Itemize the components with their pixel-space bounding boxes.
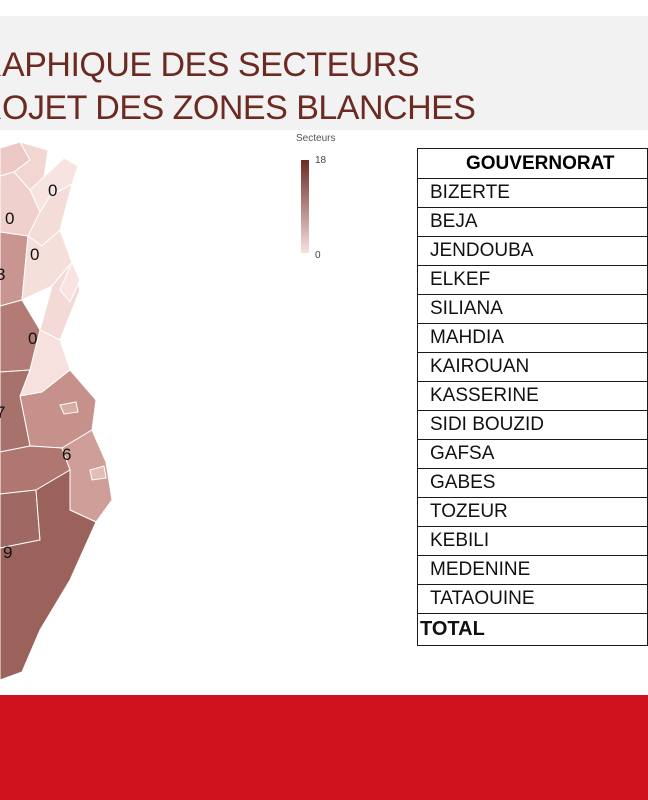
map-label: 0: [30, 245, 39, 264]
table-row: SILIANA: [417, 294, 648, 324]
table-row: MAHDIA: [417, 323, 648, 353]
table-row: TOZEUR: [417, 497, 648, 527]
table-header: GOUVERNORAT: [417, 148, 648, 179]
table-cell: MEDENINE: [417, 555, 648, 585]
table-row: ELKEF: [417, 265, 648, 295]
table-row: KAIROUAN: [417, 352, 648, 382]
table-cell: KEBILI: [417, 526, 648, 556]
table-cell: SILIANA: [417, 294, 648, 324]
legend-min-value: 0: [315, 250, 321, 261]
table-row: KASSERINE: [417, 381, 648, 411]
map-label: 9: [3, 543, 12, 562]
table-cell: TATAOUINE: [417, 584, 648, 614]
table-cell: JENDOUBA: [417, 236, 648, 266]
table-row: SIDI BOUZID: [417, 410, 648, 440]
table-cell: BIZERTE: [417, 178, 648, 208]
gouvernorat-table: GOUVERNORAT BIZERTE BEJA JENDOUBA ELKEF …: [417, 148, 648, 646]
map-label: 6: [62, 445, 71, 464]
table-row: BIZERTE: [417, 178, 648, 208]
table-row: BEJA: [417, 207, 648, 237]
map-region-gafsa: [0, 369, 31, 453]
table-total-row: TOTAL: [417, 613, 648, 646]
table-row: GAFSA: [417, 439, 648, 469]
map-island-kerkennah: [59, 401, 79, 415]
footer-band: [0, 695, 648, 800]
map-label: 7: [0, 403, 5, 422]
map-region-tataouine: [0, 469, 97, 681]
table-cell: SIDI BOUZID: [417, 410, 648, 440]
map-region-kebili: [0, 489, 41, 549]
table-cell: GABES: [417, 468, 648, 498]
table-cell: KASSERINE: [417, 381, 648, 411]
table-cell: TOZEUR: [417, 497, 648, 527]
table-cell: MAHDIA: [417, 323, 648, 353]
table-row: KEBILI: [417, 526, 648, 556]
title-line-1: RAPHIQUE DES SECTEURS: [0, 46, 420, 84]
title-band: RAPHIQUE DES SECTEURS ROJET DES ZONES BL…: [0, 16, 648, 130]
table-total-cell: TOTAL: [417, 613, 648, 646]
table-cell: GAFSA: [417, 439, 648, 469]
color-legend: Secteurs 18 0: [296, 133, 356, 268]
legend-gradient-bar: [301, 160, 309, 253]
table-row: MEDENINE: [417, 555, 648, 585]
legend-title: Secteurs: [296, 133, 336, 144]
table-row: JENDOUBA: [417, 236, 648, 266]
title-line-2: ROJET DES ZONES BLANCHES: [0, 89, 476, 127]
map-region-monastir: [59, 260, 81, 303]
table-row: TATAOUINE: [417, 584, 648, 614]
map-label: 0: [28, 329, 37, 348]
table-row: GABES: [417, 468, 648, 498]
table-cell: BEJA: [417, 207, 648, 237]
map-label: 0: [48, 181, 57, 200]
tunisia-map: 0 0 0 3 0 7 6 9: [0, 141, 113, 681]
map-island-djerba: [89, 465, 107, 481]
table-cell: KAIROUAN: [417, 352, 648, 382]
table-cell: ELKEF: [417, 265, 648, 295]
legend-max-value: 18: [315, 155, 327, 166]
map-label: 3: [0, 265, 5, 284]
map-label: 0: [5, 209, 14, 228]
